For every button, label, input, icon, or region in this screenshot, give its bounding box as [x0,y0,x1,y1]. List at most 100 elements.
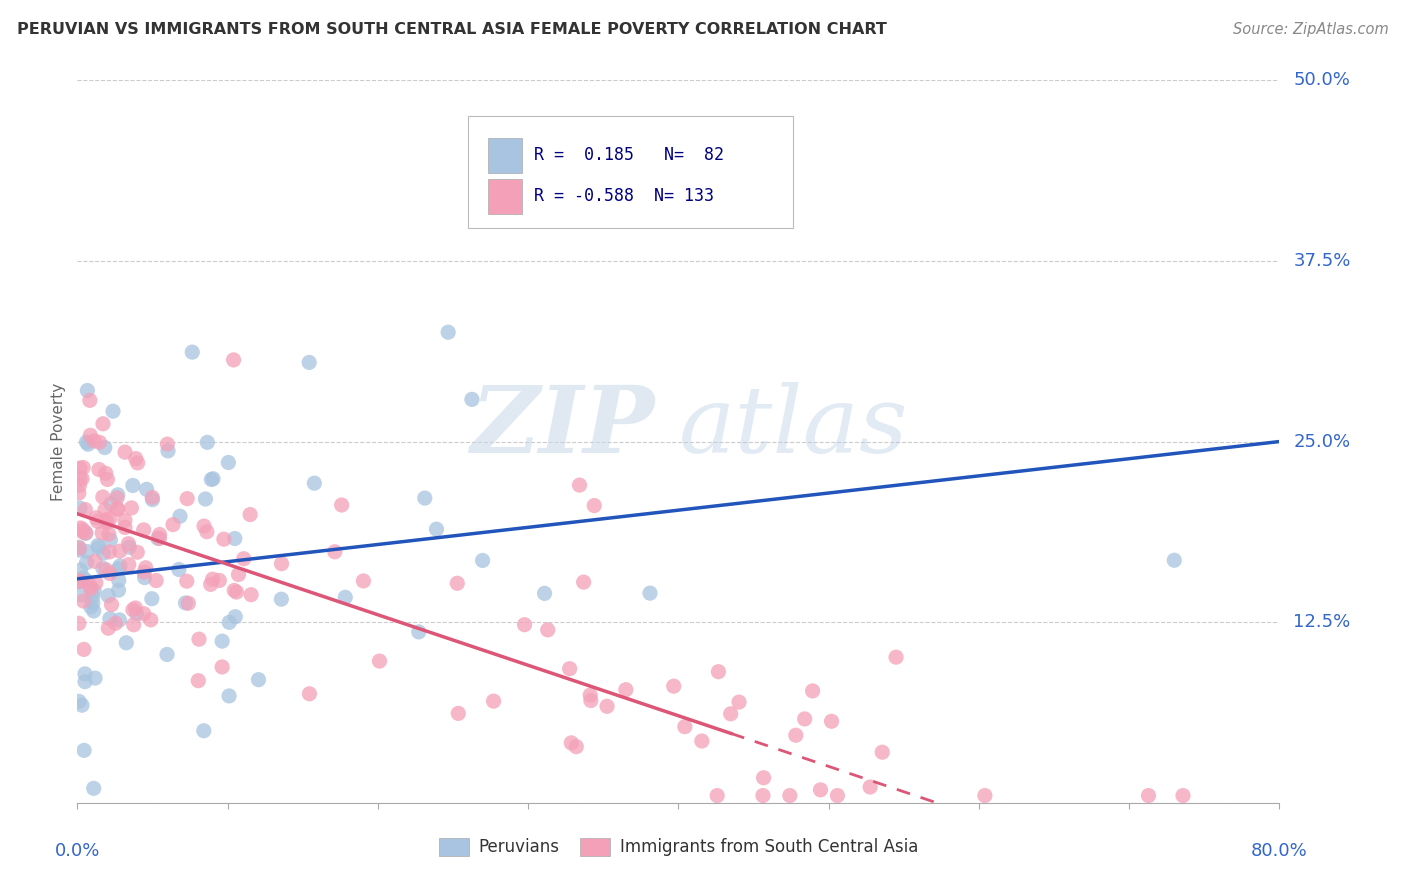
Point [820,714,842,729]
Point [212,532,235,546]
Point [176,574,198,589]
Point [98,566,121,581]
Point [785,728,807,742]
Point [118,558,141,572]
Point [100,598,122,612]
Point [141,491,163,505]
Point [132,523,155,537]
Point [568,478,591,492]
Point [232,551,254,566]
Point [73,674,96,689]
Point [298,355,321,369]
Point [218,689,240,703]
Point [91,561,114,575]
Point [193,519,215,533]
Point [148,532,170,546]
Point [224,532,246,546]
Point [72,460,94,475]
Point [200,473,222,487]
Point [70,698,93,713]
Point [105,491,128,505]
Point [94,502,117,516]
Text: 80.0%: 80.0% [1251,842,1308,860]
Point [91,417,114,431]
Point [115,636,138,650]
Point [224,609,246,624]
Point [84,510,107,524]
Point [461,392,484,407]
Point [135,560,157,574]
Point [810,782,832,797]
Point [72,523,94,537]
Point [471,553,494,567]
Point [114,520,136,534]
Point [211,660,233,674]
Point [108,559,131,574]
Point [141,591,163,606]
Text: R =  0.185   N=  82: R = 0.185 N= 82 [534,145,724,164]
Point [218,615,240,630]
Point [169,509,191,524]
Point [94,467,117,481]
Point [579,688,602,702]
Text: 12.5%: 12.5% [1294,613,1351,632]
Point [181,345,204,359]
Point [793,712,815,726]
Point [94,513,117,527]
Point [86,515,108,529]
Point [146,531,169,545]
Point [79,428,101,442]
Point [413,491,436,505]
Point [70,472,93,486]
Point [124,601,146,615]
Point [75,574,97,588]
Text: Source: ZipAtlas.com: Source: ZipAtlas.com [1233,22,1389,37]
Text: 50.0%: 50.0% [1294,71,1350,89]
Point [201,572,224,586]
Point [323,545,346,559]
Point [728,695,751,709]
Point [107,502,129,516]
Point [884,650,907,665]
Point [122,603,145,617]
Point [156,648,179,662]
Point [408,624,430,639]
Point [558,662,581,676]
Point [437,325,460,339]
Point [596,699,619,714]
Point [67,694,90,708]
Point [335,591,357,605]
Point [72,571,94,585]
Point [228,567,250,582]
Point [270,592,292,607]
Point [101,404,124,418]
Point [352,574,374,588]
Point [75,526,97,541]
Point [89,435,111,450]
Point [1137,789,1160,803]
Point [69,543,91,558]
Point [859,780,882,794]
Point [87,539,110,553]
Point [162,517,184,532]
Point [202,472,225,486]
Text: 25.0%: 25.0% [1294,433,1351,450]
Point [75,525,97,540]
Point [690,734,713,748]
Point [707,665,730,679]
Point [239,508,262,522]
Point [579,693,602,707]
Point [425,522,447,536]
Text: R = -0.588  N= 133: R = -0.588 N= 133 [534,187,714,205]
Point [156,437,179,451]
Y-axis label: Female Poverty: Female Poverty [51,383,66,500]
Point [96,516,118,530]
Point [156,443,179,458]
Point [565,739,588,754]
Point [118,540,141,554]
Point [69,563,91,577]
Point [560,736,582,750]
Point [330,498,353,512]
Point [69,501,91,516]
Point [127,545,149,559]
